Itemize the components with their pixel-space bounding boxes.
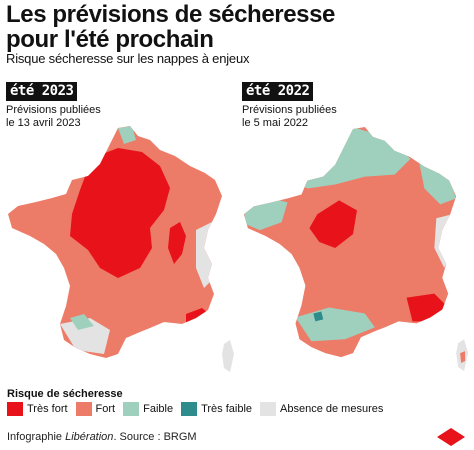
legend-swatch-tres-fort	[7, 402, 23, 416]
edition-2022-header: été 2022 Prévisions publiées le 5 mai 20…	[242, 82, 352, 130]
map-2023-zone-tres-fort-est	[168, 222, 186, 264]
legend-swatch-faible	[123, 402, 140, 416]
source-prefix: Infographie	[7, 431, 66, 443]
legend-swatch-fort	[75, 402, 92, 416]
legend-item-absence: Absence de mesures	[260, 402, 383, 416]
edition-2022-note-line-2: le 5 mai 2022	[242, 117, 309, 129]
map-2022-corsica-zone	[460, 351, 466, 364]
map-2022	[243, 127, 469, 371]
legend-item-tres-fort: Très fort	[7, 402, 68, 416]
legend-label-fort: Fort	[95, 403, 116, 415]
map-2022-zone-tres-fort-centre	[309, 200, 357, 248]
edition-2023-note: Prévisions publiées le 13 avril 2023	[6, 104, 116, 130]
map-2023-zone-faible-nord	[118, 126, 136, 144]
map-2022-zone-faible-nordest	[418, 158, 457, 205]
liberation-logo-icon	[437, 428, 465, 446]
edition-2023-header: été 2023 Prévisions publiées le 13 avril…	[6, 82, 116, 130]
title-line-2: pour l'été prochain	[6, 26, 214, 53]
map-2022-zone-faible-bretagne	[243, 198, 288, 231]
legend-label-faible: Faible	[143, 403, 174, 415]
legend-item-faible: Faible	[123, 402, 173, 416]
subtitle: Risque sécheresse sur les nappes à enjeu…	[6, 51, 250, 66]
map-2022-zone-tres-faible	[313, 311, 324, 322]
edition-2023-tag: été 2023	[6, 82, 78, 101]
source-suffix: . Source : BRGM	[113, 431, 197, 443]
title-line-1: Les prévisions de sécheresse	[6, 1, 335, 28]
edition-2023-note-line-1: Prévisions publiées	[6, 104, 101, 116]
edition-2022-tag: été 2022	[242, 82, 314, 101]
legend-label-tres-faible: Très faible	[201, 403, 253, 415]
page-title: Les prévisions de sécheresse pour l'été …	[6, 2, 466, 52]
map-2023-zone-tres-fort-centre	[70, 148, 170, 278]
edition-2023-note-line-2: le 13 avril 2023	[6, 117, 81, 129]
map-2023-zone-absence-sud	[60, 318, 110, 354]
source-credit: Infographie Libération. Source : BRGM	[7, 431, 197, 443]
legend-item-fort: Fort	[75, 402, 116, 416]
map-2023-corsica	[222, 340, 234, 372]
edition-2022-note-line-1: Prévisions publiées	[242, 104, 337, 116]
legend-label-absence: Absence de mesures	[280, 403, 384, 415]
legend-swatch-tres-faible	[181, 402, 198, 416]
map-2022-country	[243, 127, 457, 358]
legend-item-tres-faible: Très faible	[181, 402, 252, 416]
edition-2022-note: Prévisions publiées le 5 mai 2022	[242, 104, 352, 130]
map-2023-zone-faible-sudouest	[70, 314, 94, 330]
legend-label-tres-fort: Très fort	[27, 403, 68, 415]
legend-title: Risque de sécheresse	[7, 388, 123, 400]
legend: Très fort Fort Faible Très faible Absenc…	[7, 402, 391, 416]
map-2023	[8, 126, 234, 372]
legend-swatch-absence	[260, 402, 277, 416]
source-brand: Libération	[65, 431, 114, 443]
